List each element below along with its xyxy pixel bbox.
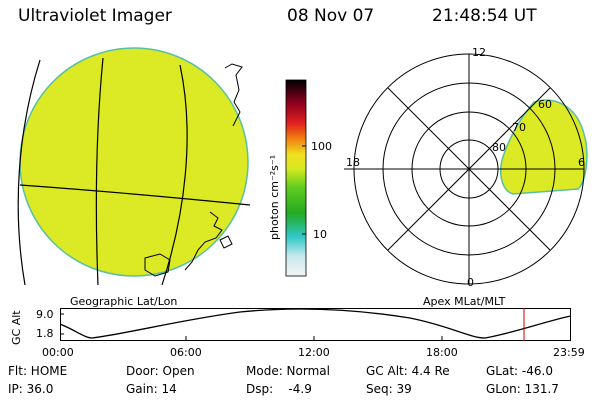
mlt-label-top: 12 (472, 46, 486, 59)
mlat-label-70: 70 (512, 121, 526, 134)
ip-value: IP: 36.0 (8, 382, 54, 396)
right-panel-caption: Apex MLat/MLT (423, 295, 506, 308)
dsp-value: Dsp: -4.9 (246, 382, 312, 396)
color-scale-bar (285, 79, 307, 277)
flight-mode: Flt: HOME (8, 364, 68, 378)
mlt-label-bottom: 0 (467, 276, 474, 289)
altitude-xtick-3: 18:00 (426, 346, 458, 359)
altitude-ytick-high: 9.0 (36, 308, 54, 321)
polar-plot (344, 53, 588, 285)
geo-latitude: GLat: -46.0 (486, 364, 553, 378)
date-label: 08 Nov 07 (287, 6, 375, 26)
altitude-xtick-1: 06:00 (170, 346, 202, 359)
parallel-line (19, 184, 251, 206)
coastline (144, 253, 171, 277)
mlat-label-80: 80 (492, 141, 506, 154)
time-label: 21:48:54 UT (432, 6, 537, 26)
altitude-xtick-0: 00:00 (42, 346, 74, 359)
coastline (219, 235, 233, 249)
meridian-line (17, 59, 41, 286)
mlat-label-60: 60 (538, 98, 552, 111)
geographic-image (17, 47, 251, 286)
altitude-ylabel: GC Alt (10, 310, 23, 345)
altitude-curve (60, 308, 572, 339)
coastline (184, 211, 223, 271)
gc-altitude: GC Alt: 4.4 Re (366, 364, 450, 378)
colorbar-tick-10: 10 (313, 228, 327, 241)
colorbar-unit-label: photon cm⁻²s⁻¹ (268, 154, 281, 240)
colorbar-tick-100: 100 (311, 140, 332, 153)
mlt-label-right: 6 (578, 156, 585, 169)
altitude-xtick-4: 23:59 (553, 346, 585, 359)
auroral-oval (500, 99, 588, 195)
sequence-number: Seq: 39 (366, 382, 412, 396)
meridian-line (95, 57, 104, 286)
geo-longitude: GLon: 131.7 (486, 382, 559, 396)
mlt-label-left: 18 (346, 156, 360, 169)
altitude-ytick-low: 1.8 (36, 327, 54, 340)
left-panel-caption: Geographic Lat/Lon (70, 295, 178, 308)
altitude-xtick-2: 12:00 (298, 346, 330, 359)
mlt-line (387, 87, 551, 251)
gain-value: Gain: 14 (126, 382, 177, 396)
altitude-plot (60, 308, 572, 341)
door-status: Door: Open (126, 364, 195, 378)
instrument-mode: Mode: Normal (246, 364, 330, 378)
auroral-disk (19, 47, 249, 277)
coastline (224, 63, 243, 127)
meridian-line (161, 64, 188, 286)
instrument-title: Ultraviolet Imager (18, 6, 172, 26)
